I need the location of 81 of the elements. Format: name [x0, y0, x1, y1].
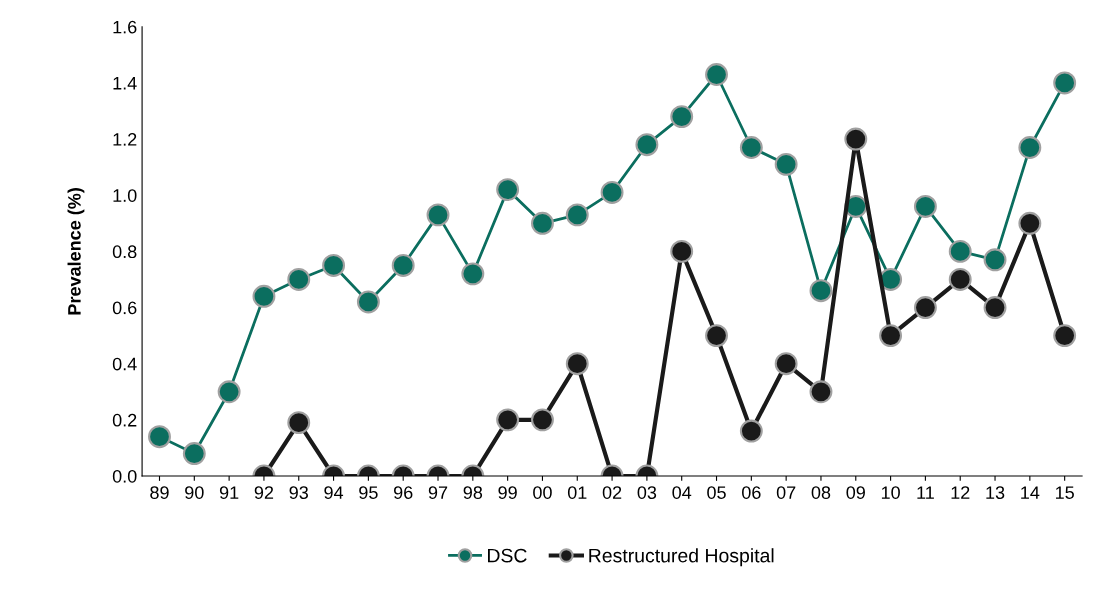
point	[670, 239, 694, 263]
x-tick-label: 12	[951, 486, 970, 499]
point	[809, 380, 833, 404]
point	[913, 195, 937, 218]
y-tick-label: 0.4	[112, 357, 137, 371]
point	[600, 180, 624, 204]
point	[739, 419, 763, 443]
point	[322, 253, 346, 277]
x-tick-label: 05	[707, 486, 726, 499]
x-tick-label: 02	[602, 486, 622, 499]
y-tick-label: 0.8	[112, 245, 137, 259]
point	[844, 127, 868, 151]
point	[948, 239, 972, 263]
x-tick-label: 90	[185, 486, 204, 499]
x-tick-label: 13	[986, 486, 1005, 499]
x-tick-label: 96	[394, 486, 413, 499]
point	[252, 284, 276, 308]
point	[496, 178, 520, 202]
point	[565, 203, 589, 227]
point	[879, 324, 903, 348]
point	[879, 268, 903, 291]
point	[774, 352, 798, 376]
legend-label: Restructured Hospital	[589, 548, 774, 567]
point	[1018, 211, 1042, 235]
x-tick-label: 07	[776, 486, 796, 499]
point	[635, 133, 659, 157]
point	[356, 290, 380, 314]
point	[391, 253, 415, 277]
x-tick-label: 97	[428, 486, 448, 499]
point	[217, 380, 241, 404]
y-tick-label: 1.0	[113, 189, 137, 202]
x-tick-label: 04	[672, 486, 692, 499]
point	[739, 136, 763, 159]
point	[1018, 136, 1042, 159]
x-tick-label: 92	[254, 486, 274, 499]
x-tick-label: 00	[533, 486, 552, 499]
y-tick-label: 1.2	[113, 133, 137, 146]
x-tick-label: 98	[463, 486, 483, 499]
point	[182, 442, 206, 465]
point	[948, 268, 972, 291]
x-tick-label: 94	[324, 486, 344, 499]
x-tick-label: 95	[359, 486, 378, 499]
x-tick-label: 93	[289, 486, 308, 499]
y-tick-label: 0.0	[112, 469, 137, 483]
point	[913, 296, 937, 319]
point	[530, 211, 554, 235]
point	[461, 262, 485, 286]
point	[287, 268, 311, 291]
x-tick-label: 03	[637, 486, 657, 499]
point	[565, 352, 589, 376]
x-tick-label: 09	[846, 486, 865, 499]
y-axis-title: Prevalence (%)	[67, 188, 85, 315]
y-tick-label: 1.6	[113, 20, 137, 34]
point	[1053, 324, 1077, 348]
y-tick-label: 0.2	[112, 413, 137, 427]
y-tick-label: 1.4	[113, 77, 137, 90]
x-tick-label: 99	[498, 486, 517, 499]
point	[148, 425, 171, 449]
point	[1053, 71, 1077, 95]
point	[774, 152, 798, 176]
point	[983, 248, 1007, 272]
point	[705, 324, 728, 348]
point	[809, 279, 833, 303]
point	[426, 203, 450, 227]
point	[705, 63, 728, 86]
x-tick-label: 91	[219, 486, 239, 499]
x-tick-label: 08	[811, 486, 831, 499]
point	[983, 296, 1007, 319]
point	[287, 411, 311, 435]
point	[670, 105, 694, 129]
point	[530, 408, 554, 432]
x-tick-label: 01	[567, 486, 587, 499]
x-tick-label: 11	[917, 486, 934, 499]
x-tick-label: 89	[150, 486, 169, 499]
point	[496, 408, 520, 432]
x-tick-label: 15	[1056, 486, 1074, 499]
x-tick-label: 14	[1021, 486, 1040, 499]
y-tick-label: 0.6	[112, 301, 137, 315]
x-tick-label: 10	[881, 486, 900, 499]
legend-label: DSC	[488, 548, 527, 563]
x-tick-label: 06	[742, 486, 761, 499]
